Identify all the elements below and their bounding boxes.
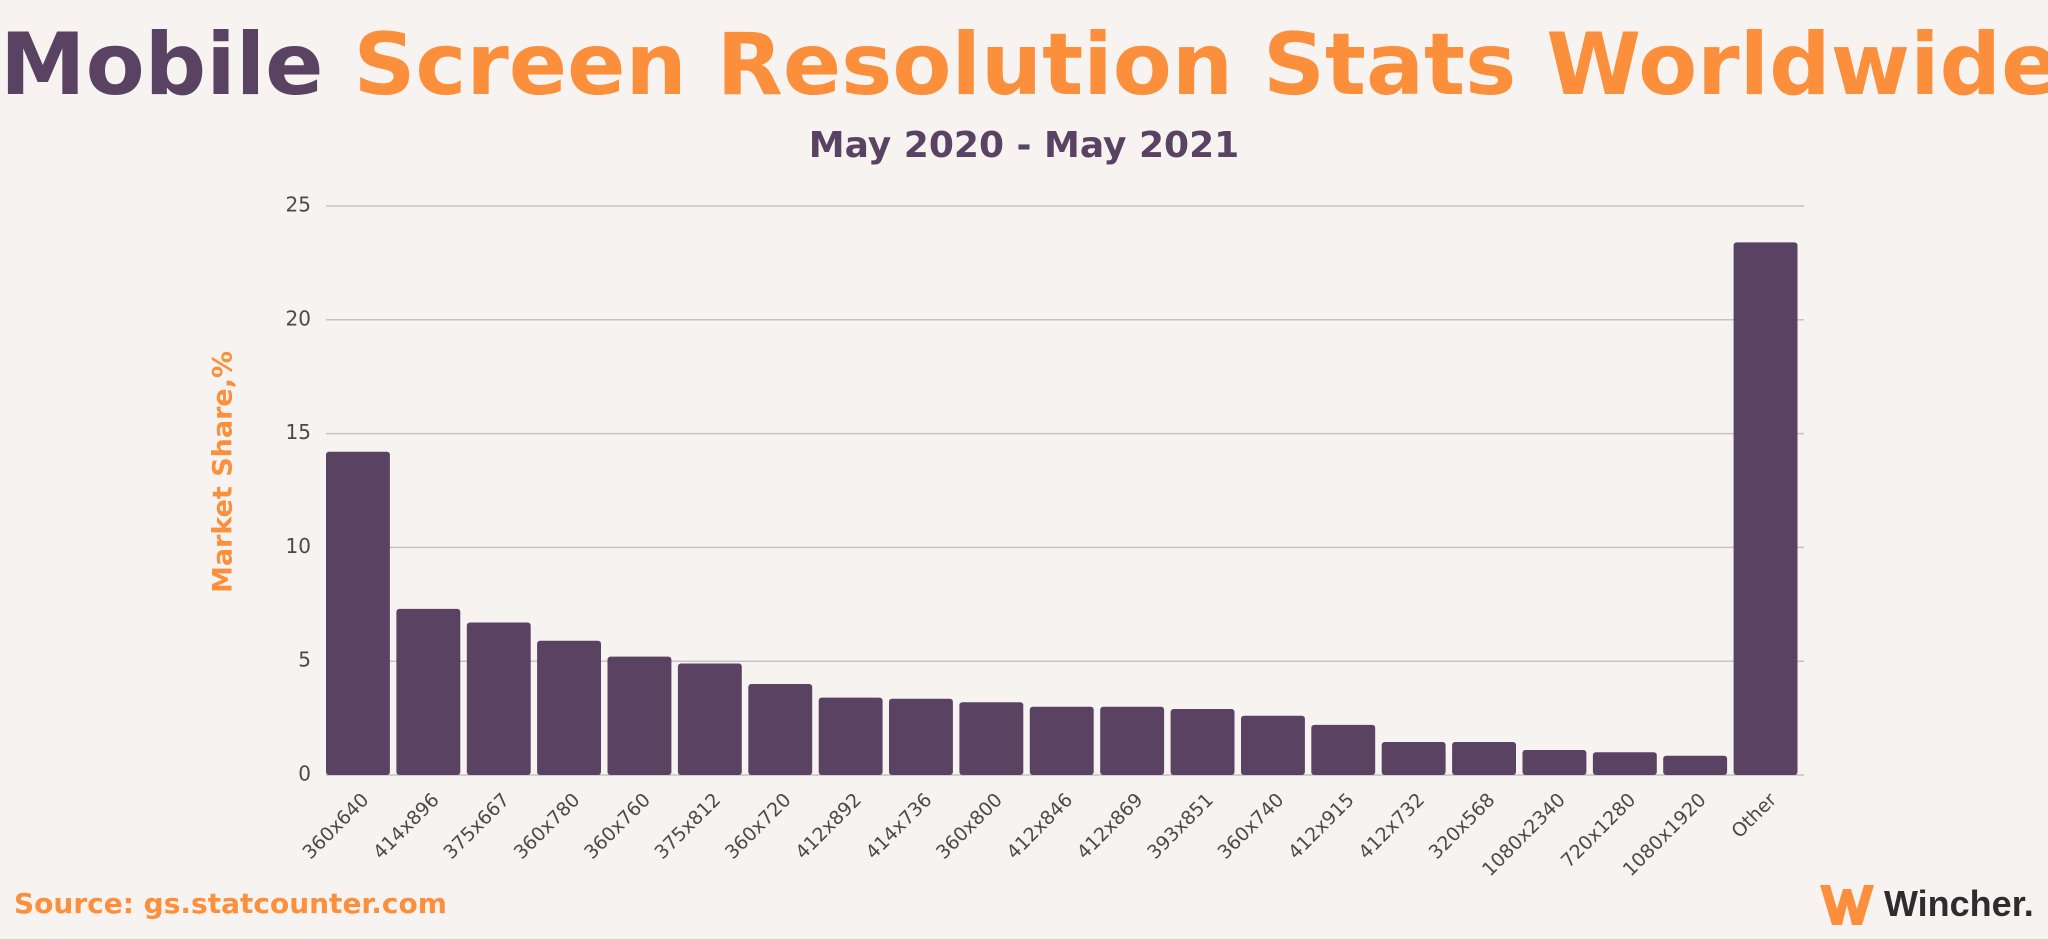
- x-tick-label: 412x869: [1073, 789, 1148, 864]
- bar-412x869: [1100, 706, 1165, 775]
- y-tick-label: 0: [298, 762, 311, 786]
- bar-412x846: [1029, 706, 1094, 775]
- bar-360x780: [537, 640, 601, 775]
- x-tick-label: 360x720: [721, 789, 796, 864]
- x-tick-label: 320x568: [1425, 789, 1500, 864]
- bar-412x892: [818, 697, 883, 775]
- title-part-rest: Screen Resolution Stats Worldwide: [353, 15, 2048, 115]
- chart-title: Mobile Screen Resolution Stats Worldwide: [0, 10, 2048, 120]
- bar-360x740: [1241, 715, 1305, 775]
- y-tick-label: 10: [286, 534, 311, 558]
- x-tick-label: 360x780: [510, 789, 585, 864]
- x-tick-label: 375x667: [439, 789, 514, 864]
- bar-414x896: [396, 608, 461, 775]
- bar-414x736: [889, 698, 953, 775]
- brand-name: Wincher.: [1884, 883, 2034, 924]
- x-tick-label: Other: [1727, 789, 1781, 843]
- y-tick-label: 5: [298, 648, 311, 672]
- bar-360x640: [326, 451, 390, 775]
- x-tick-label: 414x736: [862, 789, 937, 864]
- bar-other: [1733, 242, 1798, 775]
- bar-360x720: [748, 684, 813, 775]
- title-part-mobile: Mobile: [0, 15, 324, 115]
- bar-320x568: [1452, 742, 1516, 775]
- y-axis-label: Market Share,%: [208, 351, 239, 593]
- x-tick-label: 375x812: [650, 789, 725, 864]
- x-tick-label: 414x896: [369, 789, 444, 864]
- x-tick-label: 412x915: [1284, 789, 1359, 864]
- x-tick-label: 393x851: [1143, 789, 1218, 864]
- bar-360x760: [607, 656, 672, 775]
- bar-393x851: [1170, 709, 1235, 775]
- wincher-w-icon: [1820, 885, 1874, 925]
- y-tick-label: 20: [286, 306, 311, 330]
- y-tick-labels: 0 5 10 15 20 25: [286, 193, 311, 786]
- y-tick-label: 15: [286, 420, 311, 444]
- x-tick-label: 360x640: [299, 789, 374, 864]
- x-tick-label: 360x800: [932, 789, 1007, 864]
- bar-412x732: [1381, 742, 1446, 775]
- bar-720x1280: [1592, 752, 1657, 775]
- bar-1080x2340: [1522, 750, 1587, 775]
- bar-1080x1920: [1663, 755, 1728, 775]
- x-tick-label: 360x740: [1214, 789, 1289, 864]
- bars-layer: [326, 242, 1798, 775]
- wincher-logo: Wincher.: [1818, 876, 2034, 932]
- x-tick-label: 412x846: [1002, 789, 1077, 864]
- x-tick-label: 360x760: [580, 789, 655, 864]
- x-tick-labels: 360x640414x896375x667360x780360x760375x8…: [299, 789, 1782, 881]
- x-tick-label: 412x892: [791, 789, 866, 864]
- y-tick-label: 25: [286, 193, 311, 217]
- bar-412x915: [1311, 724, 1376, 775]
- source-note: Source: gs.statcounter.com: [14, 887, 447, 920]
- x-tick-label: 412x732: [1354, 789, 1429, 864]
- bar-375x667: [466, 622, 531, 775]
- chart-subtitle: May 2020 - May 2021: [808, 125, 1240, 166]
- bar-360x800: [959, 702, 1024, 775]
- bar-375x812: [677, 663, 742, 775]
